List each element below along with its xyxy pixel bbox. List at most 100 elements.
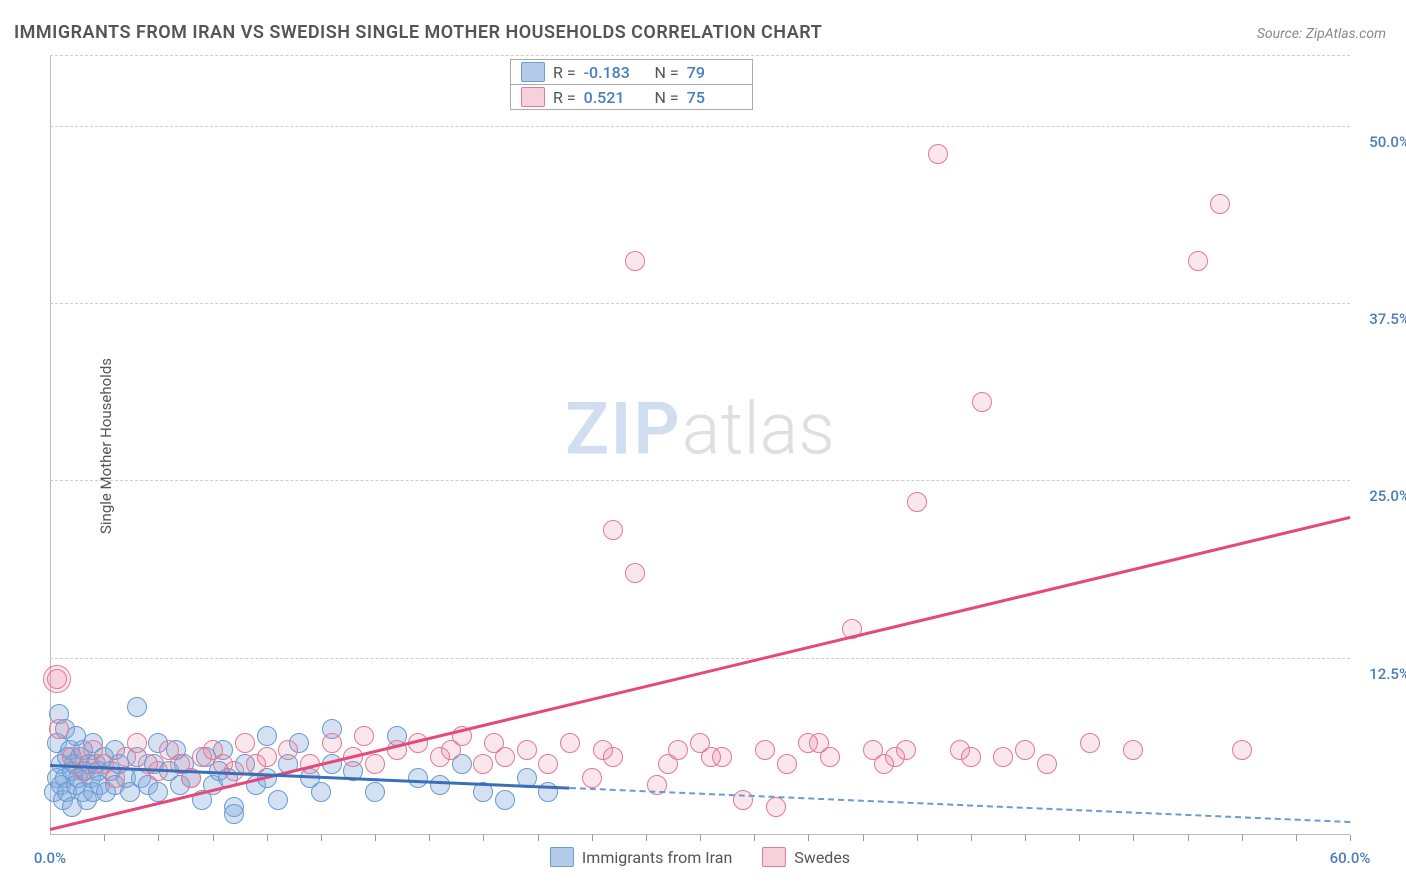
- grid-line: [50, 658, 1350, 659]
- legend-row: R = 0.521 N = 75: [511, 84, 752, 109]
- legend-r-value: 0.521: [584, 88, 639, 107]
- data-point: [1188, 251, 1208, 271]
- data-point: [972, 392, 992, 412]
- data-point: [257, 747, 277, 767]
- x-tick-mark: [213, 835, 214, 841]
- data-point: [658, 754, 678, 774]
- data-point: [701, 747, 721, 767]
- data-point: [777, 754, 797, 774]
- x-tick-mark: [267, 835, 268, 841]
- data-point: [495, 747, 515, 767]
- data-point: [365, 754, 385, 774]
- data-point: [560, 733, 580, 753]
- data-point: [593, 740, 613, 760]
- legend-swatch: [521, 62, 545, 82]
- legend-item: Swedes: [762, 847, 850, 867]
- legend-n-label: N =: [647, 63, 679, 82]
- stats-legend: R = -0.183 N = 79 R = 0.521 N = 75: [510, 59, 753, 110]
- data-point: [322, 733, 342, 753]
- data-point: [928, 144, 948, 164]
- x-tick-mark: [321, 835, 322, 841]
- data-point: [495, 790, 515, 810]
- legend-swatch: [762, 847, 786, 867]
- data-point: [517, 740, 537, 760]
- data-point: [127, 733, 147, 753]
- plot-area: ZIPatlas R = -0.183 N = 79 R = 0.521 N = …: [50, 55, 1350, 835]
- data-point: [105, 768, 125, 788]
- chart-container: IMMIGRANTS FROM IRAN VS SWEDISH SINGLE M…: [0, 0, 1406, 892]
- x-tick-mark: [1188, 835, 1189, 841]
- data-point: [538, 754, 558, 774]
- data-point: [354, 726, 374, 746]
- x-tick-mark: [1079, 835, 1080, 841]
- data-point: [766, 797, 786, 817]
- watermark: ZIPatlas: [565, 387, 835, 472]
- x-tick-mark: [592, 835, 593, 841]
- legend-n-value: 79: [687, 63, 742, 82]
- data-point: [268, 790, 288, 810]
- data-point: [1232, 740, 1252, 760]
- legend-swatch: [521, 87, 545, 107]
- series-legend: Immigrants from Iran Swedes: [550, 847, 850, 867]
- x-tick-mark: [754, 835, 755, 841]
- x-tick-mark: [158, 835, 159, 841]
- legend-r-label: R =: [553, 88, 576, 107]
- watermark-atlas: atlas: [682, 387, 835, 472]
- data-point: [755, 740, 775, 760]
- grid-line: [50, 55, 1350, 56]
- x-tick-mark: [429, 835, 430, 841]
- x-tick-mark: [1025, 835, 1026, 841]
- data-point: [224, 804, 244, 824]
- x-tick-mark: [483, 835, 484, 841]
- regression-line-swedes: [50, 516, 1351, 830]
- data-point: [582, 768, 602, 788]
- x-tick-mark: [1242, 835, 1243, 841]
- data-point: [127, 697, 147, 717]
- data-point: [43, 665, 71, 693]
- legend-r-label: R =: [553, 63, 576, 82]
- data-point: [473, 754, 493, 774]
- data-point: [49, 719, 69, 739]
- data-point: [874, 754, 894, 774]
- x-tick-mark: [1133, 835, 1134, 841]
- x-tick-mark: [646, 835, 647, 841]
- data-point: [603, 520, 623, 540]
- legend-n-label: N =: [647, 88, 679, 107]
- data-point: [365, 782, 385, 802]
- data-point: [408, 768, 428, 788]
- data-point: [993, 747, 1013, 767]
- data-point: [1123, 740, 1143, 760]
- grid-line: [50, 480, 1350, 481]
- x-tick-label: 60.0%: [1330, 849, 1371, 867]
- x-tick-mark: [863, 835, 864, 841]
- grid-line: [50, 303, 1350, 304]
- x-tick-mark: [1296, 835, 1297, 841]
- legend-item: Immigrants from Iran: [550, 847, 732, 867]
- regression-dash-iran: [570, 787, 1350, 823]
- x-tick-mark: [104, 835, 105, 841]
- data-point: [235, 733, 255, 753]
- legend-r-value: -0.183: [584, 63, 639, 82]
- data-point: [907, 492, 927, 512]
- data-point: [1015, 740, 1035, 760]
- data-point: [257, 726, 277, 746]
- data-point: [809, 733, 829, 753]
- data-point: [961, 747, 981, 767]
- data-point: [311, 782, 331, 802]
- legend-label: Swedes: [794, 848, 850, 867]
- x-tick-label: 0.0%: [34, 849, 66, 867]
- legend-label: Immigrants from Iran: [582, 848, 732, 867]
- y-tick-label: 50.0%: [1355, 133, 1406, 151]
- source-label: Source: ZipAtlas.com: [1257, 26, 1386, 42]
- y-tick-label: 25.0%: [1355, 487, 1406, 505]
- data-point: [896, 740, 916, 760]
- legend-swatch: [550, 847, 574, 867]
- x-tick-mark: [808, 835, 809, 841]
- data-point: [430, 775, 450, 795]
- data-point: [1210, 194, 1230, 214]
- x-tick-mark: [375, 835, 376, 841]
- data-point: [625, 563, 645, 583]
- y-tick-label: 12.5%: [1355, 665, 1406, 683]
- data-point: [1080, 733, 1100, 753]
- x-tick-mark: [1350, 835, 1351, 841]
